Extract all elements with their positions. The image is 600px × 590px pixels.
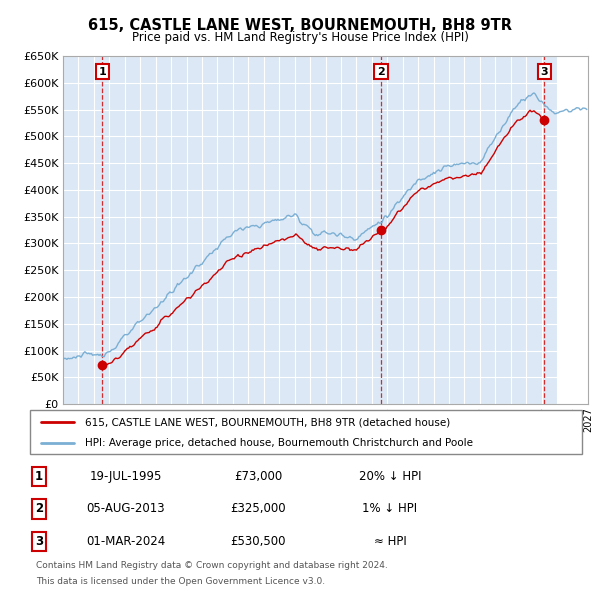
Text: 3: 3 bbox=[541, 67, 548, 77]
Text: 2: 2 bbox=[377, 67, 385, 77]
Text: 01-MAR-2024: 01-MAR-2024 bbox=[86, 535, 166, 548]
Text: 1: 1 bbox=[35, 470, 43, 483]
Text: 1% ↓ HPI: 1% ↓ HPI bbox=[362, 502, 418, 516]
Text: 615, CASTLE LANE WEST, BOURNEMOUTH, BH8 9TR (detached house): 615, CASTLE LANE WEST, BOURNEMOUTH, BH8 … bbox=[85, 418, 451, 427]
Text: £325,000: £325,000 bbox=[230, 502, 286, 516]
Text: ≈ HPI: ≈ HPI bbox=[374, 535, 406, 548]
Text: 05-AUG-2013: 05-AUG-2013 bbox=[86, 502, 166, 516]
Text: 615, CASTLE LANE WEST, BOURNEMOUTH, BH8 9TR: 615, CASTLE LANE WEST, BOURNEMOUTH, BH8 … bbox=[88, 18, 512, 32]
Text: 1: 1 bbox=[98, 67, 106, 77]
Text: HPI: Average price, detached house, Bournemouth Christchurch and Poole: HPI: Average price, detached house, Bour… bbox=[85, 438, 473, 448]
Text: 19-JUL-1995: 19-JUL-1995 bbox=[90, 470, 162, 483]
Bar bbox=[557, 56, 588, 404]
Text: Price paid vs. HM Land Registry's House Price Index (HPI): Price paid vs. HM Land Registry's House … bbox=[131, 31, 469, 44]
Text: £73,000: £73,000 bbox=[234, 470, 282, 483]
Text: 20% ↓ HPI: 20% ↓ HPI bbox=[359, 470, 421, 483]
Text: 3: 3 bbox=[35, 535, 43, 548]
Text: This data is licensed under the Open Government Licence v3.0.: This data is licensed under the Open Gov… bbox=[36, 577, 325, 586]
Text: 2: 2 bbox=[35, 502, 43, 516]
Text: Contains HM Land Registry data © Crown copyright and database right 2024.: Contains HM Land Registry data © Crown c… bbox=[36, 560, 388, 569]
Text: £530,500: £530,500 bbox=[230, 535, 286, 548]
FancyBboxPatch shape bbox=[30, 410, 582, 454]
